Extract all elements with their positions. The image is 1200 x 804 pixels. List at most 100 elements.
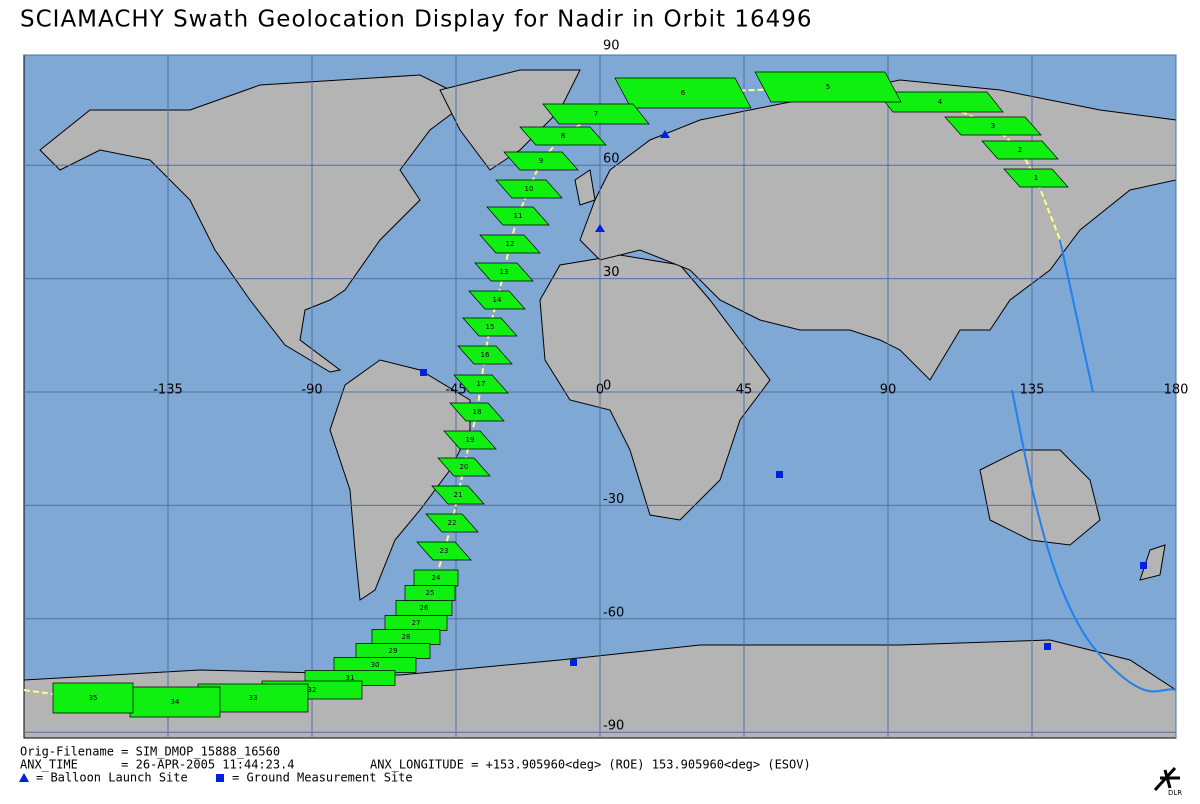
swath-label: 29 — [389, 647, 398, 655]
swath-box — [462, 317, 518, 337]
swath-label: 25 — [426, 589, 435, 597]
swath-box — [384, 615, 448, 631]
swath-label: 18 — [473, 408, 482, 416]
swath-label: 30 — [371, 661, 380, 669]
swath-label: 23 — [440, 547, 449, 555]
swath-box — [495, 179, 563, 199]
swath-box — [431, 485, 485, 505]
africa — [539, 254, 771, 521]
swath-label: 21 — [454, 491, 463, 499]
lon-label: -90 — [301, 383, 322, 398]
swath-box — [981, 140, 1059, 160]
swath-box — [944, 116, 1042, 136]
swath-label: 2 — [1018, 146, 1022, 154]
balloon-site — [660, 130, 670, 138]
swath-label: 12 — [506, 240, 515, 248]
swath-label: 6 — [681, 89, 686, 97]
ground-site — [1044, 643, 1051, 650]
lon-label: -135 — [153, 383, 183, 398]
new-zealand — [1139, 544, 1166, 581]
swath-box — [503, 151, 579, 171]
swath-box — [443, 430, 497, 450]
swath-box — [468, 290, 526, 310]
swath-box — [453, 374, 509, 394]
lat-label: 90 — [603, 38, 620, 53]
footer-line: ANX_TIME = 26-APR-2005 11:44:23.4 — [20, 758, 295, 772]
swath-label: 10 — [525, 185, 534, 193]
swath-label: 32 — [308, 686, 317, 694]
ground-site — [1140, 562, 1147, 569]
australia — [979, 449, 1101, 546]
south-america — [329, 359, 471, 601]
swath-box — [457, 345, 513, 365]
swath-label: 1 — [1034, 174, 1038, 182]
footer-line: Orig-Filename = SIM_DMOP_15888_16560 — [20, 745, 280, 759]
uk — [574, 169, 596, 206]
swath-box — [413, 569, 459, 587]
swath-box — [395, 600, 453, 616]
legend-triangle — [19, 773, 29, 782]
legend-text: = Ground Measurement Site — [232, 771, 413, 785]
swath-label: 34 — [171, 698, 180, 706]
swath-label: 19 — [466, 436, 475, 444]
swath-label: 33 — [249, 694, 258, 702]
swath-box — [371, 629, 441, 645]
lon-label: 180 — [1164, 383, 1189, 398]
swath-box — [416, 541, 472, 561]
swath-label: 20 — [460, 463, 469, 471]
orbit-track — [1059, 239, 1094, 393]
swath-box — [333, 657, 417, 673]
swath-box — [542, 103, 650, 125]
swath-label: 15 — [486, 323, 495, 331]
swath-box — [425, 513, 479, 533]
lat-label: 60 — [603, 152, 620, 167]
lon-label: 45 — [736, 383, 753, 398]
lat-label: -30 — [603, 492, 624, 507]
swath-box — [479, 234, 541, 254]
swath-label: 5 — [826, 83, 830, 91]
swath-label: 17 — [477, 380, 486, 388]
lon-label: 135 — [1020, 383, 1045, 398]
swath-box — [519, 126, 607, 146]
swath-label: 4 — [938, 98, 943, 106]
swath-label: 11 — [514, 212, 523, 220]
lon-label: 0 — [596, 383, 604, 398]
legend-square — [216, 774, 224, 782]
swath-box — [52, 682, 134, 714]
swath-label: 24 — [432, 574, 441, 582]
swath-label: 8 — [561, 132, 565, 140]
lat-label: 30 — [603, 265, 620, 280]
lon-label: 90 — [880, 383, 897, 398]
swath-label: 35 — [89, 694, 98, 702]
ground-site — [570, 659, 577, 666]
logo-mark — [1153, 766, 1180, 792]
balloon-site — [595, 224, 605, 232]
swath-label: 7 — [594, 110, 598, 118]
swath-box — [474, 262, 534, 282]
swath-label: 31 — [346, 674, 355, 682]
swath-label: 26 — [420, 604, 429, 612]
lat-label: 0 — [603, 379, 611, 394]
swath-label: 14 — [493, 296, 502, 304]
lon-label: -45 — [445, 383, 466, 398]
swath-label: 28 — [402, 633, 411, 641]
swath-box — [1003, 168, 1069, 188]
lat-label: -90 — [603, 719, 624, 734]
swath-label: 22 — [448, 519, 457, 527]
ground-site — [420, 369, 427, 376]
swath-box — [754, 71, 902, 103]
swath-label: 9 — [539, 157, 543, 165]
ground-site — [776, 471, 783, 478]
swath-box — [614, 77, 752, 109]
swath-label: 27 — [412, 619, 421, 627]
swath-box — [437, 457, 491, 477]
lat-label: -60 — [603, 605, 624, 620]
swath-label: 3 — [991, 122, 995, 130]
swath-box — [404, 585, 456, 601]
title: SCIAMACHY Swath Geolocation Display for … — [20, 7, 813, 33]
orbit-track — [1011, 389, 1177, 693]
swath-label: 16 — [481, 351, 490, 359]
swath-box — [876, 91, 1004, 113]
legend-text: = Balloon Launch Site — [36, 771, 188, 785]
